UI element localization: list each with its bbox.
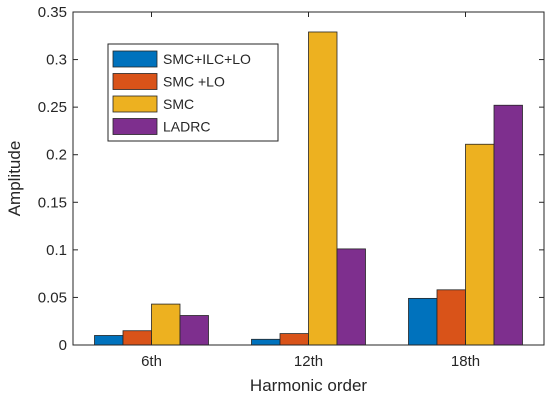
bar-ladrc-18th — [493, 104, 523, 346]
legend-swatch — [112, 95, 158, 113]
legend-label: SMC+ILC+LO — [163, 51, 251, 67]
x-axis-label: Harmonic order — [250, 376, 367, 395]
y-axis: 0 0.05 0.1 0.15 0.2 0.25 0.3 0.35 — [38, 4, 544, 354]
legend: SMC+ILC+LO SMC +LO SMC LADRC — [107, 43, 279, 142]
bars-group — [94, 31, 523, 346]
y-tick-label: 0.35 — [38, 4, 67, 21]
x-axis: 6th 12th 18th — [141, 12, 480, 370]
bar-smc-lo-12th — [279, 333, 309, 346]
x-tick-label: 6th — [141, 353, 162, 370]
bar-smc-12th — [308, 31, 338, 346]
bar-smc-18th — [465, 143, 495, 346]
legend-swatch — [112, 50, 158, 68]
legend-swatch — [112, 118, 158, 135]
bar-ladrc-12th — [336, 248, 366, 346]
bar-smc-lo-6th — [122, 330, 152, 346]
x-tick-label: 12th — [294, 353, 323, 370]
bar-smc-ilc-lo-6th — [94, 335, 124, 346]
legend-label: SMC +LO — [163, 74, 225, 90]
x-tick-label: 18th — [451, 353, 480, 370]
y-tick-label: 0.1 — [46, 242, 67, 259]
legend-swatch — [112, 73, 158, 90]
y-tick-label: 0.3 — [46, 52, 67, 69]
legend-label: LADRC — [163, 119, 210, 135]
legend-label: SMC — [163, 96, 194, 112]
y-axis-label: Amplitude — [5, 141, 24, 217]
y-tick-label: 0.25 — [38, 99, 67, 116]
bar-ladrc-6th — [179, 315, 209, 346]
y-tick-label: 0.15 — [38, 194, 67, 211]
bar-smc-6th — [151, 303, 181, 346]
y-tick-label: 0.05 — [38, 289, 67, 306]
y-tick-label: 0 — [59, 337, 67, 354]
bar-smc-ilc-lo-12th — [251, 338, 281, 346]
y-tick-label: 0.2 — [46, 147, 67, 164]
bar-smc-lo-18th — [436, 289, 466, 346]
bar-smc-ilc-lo-18th — [408, 297, 438, 346]
